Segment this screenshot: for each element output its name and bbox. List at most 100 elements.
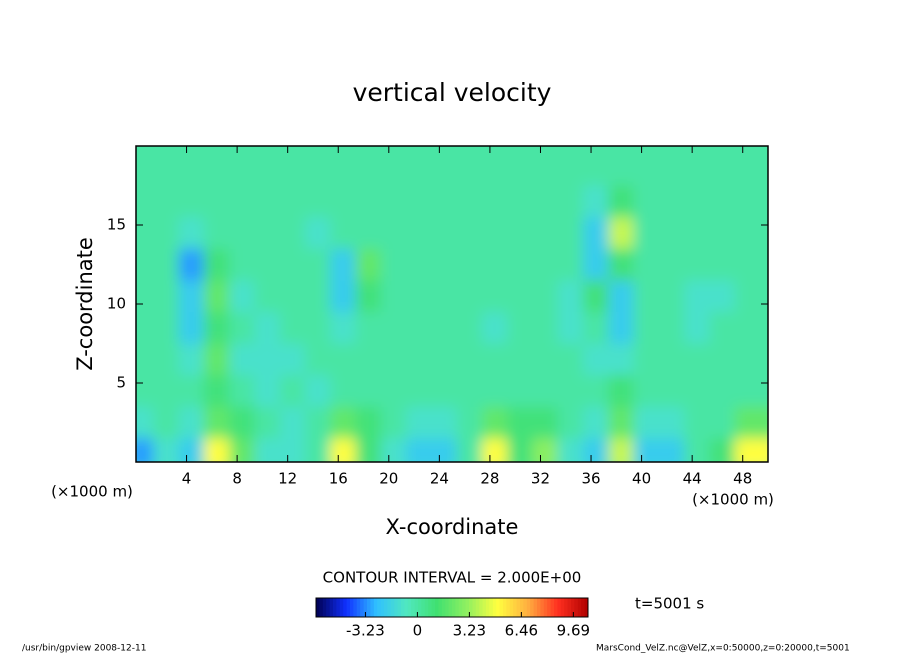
colorbar-swatch (377, 598, 382, 617)
colorbar-tick-label: -3.23 (346, 622, 385, 640)
colorbar-swatch (496, 598, 501, 617)
x-tick-label: 36 (581, 470, 600, 488)
colorbar-swatch (356, 598, 361, 617)
colorbar-swatch (424, 598, 429, 617)
colorbar-swatch (370, 598, 375, 617)
x-tick-label: 32 (531, 470, 550, 488)
x-tick-label: 12 (278, 470, 297, 488)
colorbar-swatch (380, 598, 385, 617)
x-tick-label: 8 (232, 470, 242, 488)
colorbar-swatch (509, 598, 514, 617)
y-tick-label: 15 (107, 216, 126, 234)
x-tick-label: 24 (430, 470, 449, 488)
colorbar-swatch (560, 598, 565, 617)
colorbar-swatch (574, 598, 579, 617)
colorbar-swatch (367, 598, 371, 617)
colorbar-swatch (557, 598, 562, 617)
colorbar-swatch (503, 598, 507, 617)
colorbar-swatch (513, 598, 518, 617)
colorbar-swatch (326, 598, 331, 617)
x-tick-label: 16 (329, 470, 348, 488)
footer-right: MarsCond_VelZ.nc@VelZ,x=0:50000,z=0:2000… (596, 644, 850, 654)
colorbar-swatch (472, 598, 477, 617)
colorbar-swatch (428, 598, 433, 617)
colorbar-swatch (567, 598, 572, 617)
colorbar-swatch (506, 598, 511, 617)
colorbar-swatch (373, 598, 378, 617)
colorbar-swatch (390, 598, 395, 617)
colorbar: -3.23 0 3.23 6.46 9.69 (315, 597, 590, 640)
colorbar-swatch (404, 598, 409, 617)
colorbar-swatch (329, 598, 334, 617)
colorbar-swatch (414, 598, 419, 617)
colorbar-swatch (435, 598, 439, 617)
colorbar-swatch (486, 598, 490, 617)
contour-interval: CONTOUR INTERVAL = 2.000E+00 (323, 569, 582, 587)
plot-area (136, 146, 768, 462)
colorbar-swatch (543, 598, 548, 617)
colorbar-swatch (360, 598, 365, 617)
colorbar-swatch (547, 598, 552, 617)
colorbar-swatch (363, 598, 368, 617)
colorbar-swatch (499, 598, 504, 617)
colorbar-swatch (554, 598, 558, 617)
x-tick-label: 44 (683, 470, 702, 488)
colorbar-swatch (479, 598, 484, 617)
colorbar-swatch (394, 598, 399, 617)
colorbar-swatch (411, 598, 416, 617)
colorbar-swatch (319, 598, 324, 617)
x-unit-left: (×1000 m) (51, 483, 133, 501)
colorbar-swatch (584, 598, 589, 617)
colorbar-swatch (343, 598, 348, 617)
footer-left: /usr/bin/gpview 2008-12-11 (22, 644, 146, 654)
colorbar-swatch (475, 598, 480, 617)
colorbar-swatch (350, 598, 354, 617)
colorbar-swatch (540, 598, 545, 617)
colorbar-swatch (550, 598, 555, 617)
colorbar-swatch (438, 598, 443, 617)
colorbar-swatch (322, 598, 327, 617)
colorbar-swatch (346, 598, 351, 617)
colorbar-swatch (407, 598, 412, 617)
colorbar-swatch (533, 598, 538, 617)
colorbar-tick-label: 9.69 (557, 622, 590, 640)
colorbar-swatch (462, 598, 467, 617)
y-tick-label: 10 (107, 295, 126, 313)
colorbar-swatch (516, 598, 521, 617)
colorbar-swatch (401, 598, 405, 617)
colorbar-tick-label: 6.46 (505, 622, 538, 640)
colorbar-swatch (339, 598, 344, 617)
colorbar-swatch (489, 598, 494, 617)
colorbar-swatch (384, 598, 388, 617)
colorbar-swatch (482, 598, 487, 617)
colorbar-swatch (455, 598, 460, 617)
colorbar-swatch (458, 598, 463, 617)
colorbar-swatch (418, 598, 422, 617)
colorbar-swatch (452, 598, 456, 617)
colorbar-swatch (421, 598, 426, 617)
heatmap-cells (136, 146, 768, 462)
x-tick-label: 40 (632, 470, 651, 488)
colorbar-swatch (441, 598, 446, 617)
colorbar-swatch (571, 598, 575, 617)
y-axis-label: Z-coordinate (73, 237, 97, 371)
x-tick-label: 4 (182, 470, 192, 488)
y-tick-label: 5 (116, 374, 126, 392)
colorbar-swatch (469, 598, 473, 617)
colorbar-swatch (581, 598, 586, 617)
colorbar-swatch (564, 598, 569, 617)
colorbar-swatch (448, 598, 453, 617)
colorbar-swatch (431, 598, 436, 617)
colorbar-tick-label: 3.23 (453, 622, 486, 640)
colorbar-swatch (577, 598, 582, 617)
colorbar-swatch (387, 598, 392, 617)
colorbar-swatch (336, 598, 341, 617)
x-unit-right: (×1000 m) (692, 491, 774, 509)
colorbar-swatch (316, 598, 320, 617)
colorbar-swatch (526, 598, 531, 617)
x-tick-label: 28 (480, 470, 499, 488)
colorbar-swatch (530, 598, 535, 617)
colorbar-swatch (465, 598, 470, 617)
time-label: t=5001 s (635, 595, 704, 613)
